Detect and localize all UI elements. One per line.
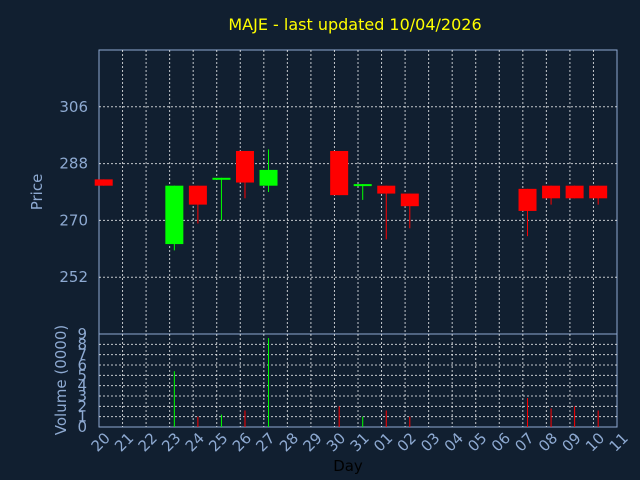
x-tick-label: 21	[111, 429, 137, 455]
candle-body	[565, 185, 584, 199]
x-tick-label: 22	[135, 429, 161, 455]
candle-body	[212, 177, 231, 180]
x-tick-label: 28	[276, 429, 302, 455]
x-tick-label: 24	[182, 429, 208, 455]
volume-axis-label: Volume (0000)	[52, 325, 70, 435]
candle-body	[188, 185, 207, 205]
volume-tick-label: 5	[77, 366, 87, 384]
candle-body	[353, 184, 372, 187]
volume-tick-label: 0	[77, 418, 87, 436]
x-tick-label: 01	[370, 429, 396, 455]
x-tick-label: 23	[158, 429, 184, 455]
candle-body	[377, 185, 396, 194]
x-tick-label: 07	[511, 429, 537, 455]
x-tick-label: 09	[558, 429, 584, 455]
candle-body	[235, 150, 254, 183]
volume-tick-label: 2	[77, 397, 87, 415]
volume-tick-label: 6	[77, 356, 87, 374]
candle-body	[330, 150, 349, 196]
price-tick-label: 288	[59, 155, 88, 173]
volume-tick-label: 8	[77, 335, 87, 353]
x-tick-label: 06	[488, 429, 514, 455]
price-tick-label: 270	[59, 211, 88, 229]
x-tick-label: 30	[323, 429, 349, 455]
x-ticks: 2021222324252627282930310102030405060708…	[88, 429, 632, 455]
candles	[94, 149, 608, 251]
x-tick-label: 02	[394, 429, 420, 455]
x-tick-label: 04	[441, 429, 467, 455]
candle-body	[542, 185, 561, 199]
chart-title: MAJE - last updated 10/04/2026	[228, 15, 481, 34]
x-tick-label: 31	[347, 429, 373, 455]
x-tick-label: 10	[582, 429, 608, 455]
candle-body	[589, 185, 608, 199]
candle-body	[400, 193, 419, 207]
price-axis-label: Price	[28, 174, 46, 211]
volume-tick-label: 9	[77, 325, 87, 343]
volume-tick-label: 7	[77, 346, 87, 364]
volume-tick-label: 1	[77, 408, 87, 426]
price-tick-label: 306	[59, 98, 88, 116]
candle-body	[165, 185, 184, 245]
price-y-ticks: 252 270 288 306	[59, 98, 88, 286]
x-tick-label: 20	[88, 429, 114, 455]
x-tick-label: 26	[229, 429, 255, 455]
price-tick-label: 252	[59, 268, 88, 286]
x-tick-label: 25	[205, 429, 231, 455]
candle-body	[94, 179, 113, 186]
volume-bars	[173, 338, 599, 427]
volume-tick-label: 4	[77, 377, 87, 395]
x-tick-label: 08	[535, 429, 561, 455]
x-axis-label: Day	[333, 457, 363, 475]
candle-body	[518, 188, 537, 211]
volume-tick-label: 3	[77, 387, 87, 405]
x-tick-label: 03	[417, 429, 443, 455]
candle-body	[259, 169, 278, 186]
x-tick-label: 05	[464, 429, 490, 455]
x-tick-label: 29	[299, 429, 325, 455]
x-tick-label: 27	[252, 429, 278, 455]
volume-grid	[99, 334, 617, 427]
x-tick-label: 11	[606, 429, 632, 455]
